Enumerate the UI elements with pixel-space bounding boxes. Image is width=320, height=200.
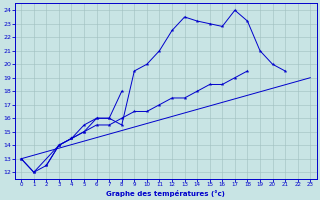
X-axis label: Graphe des températures (°c): Graphe des températures (°c) — [106, 190, 225, 197]
